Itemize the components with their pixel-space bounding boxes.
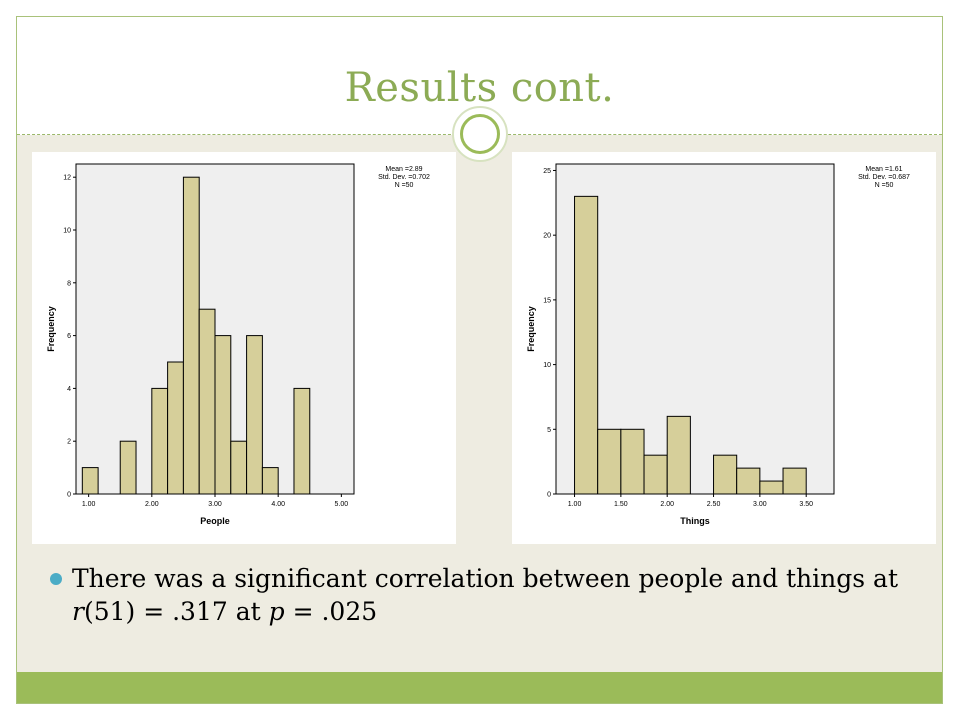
slide-title: Results cont. (344, 65, 615, 111)
stats-line: Mean =1.61 (865, 166, 902, 173)
people-histogram: 0 2 4 6 8 10 12 1.00 2.00 3.00 4.00 5.00 People Frequ… (46, 163, 430, 526)
x-tick-label: 4.00 (271, 501, 285, 508)
bullet-text: There was a significant correlation betw… (72, 562, 912, 628)
people-histogram-panel: 0 2 4 6 8 10 12 1.00 2.00 3.00 4.00 5.00 People Frequ… (32, 152, 456, 544)
histogram-bar (713, 454, 738, 495)
histogram-bar (759, 480, 784, 495)
histogram-bar (214, 335, 232, 495)
histogram-bar (167, 361, 184, 495)
y-tick-label: 0 (547, 492, 551, 499)
stats-line: Std. Dev. =0.702 (378, 174, 430, 181)
x-tick-label: 3.00 (753, 501, 767, 508)
y-tick-label: 5 (547, 427, 551, 434)
x-tick-label: 3.00 (208, 501, 222, 508)
x-tick-label: 1.50 (614, 501, 628, 508)
histogram-bar (643, 454, 668, 495)
stats-line: Std. Dev. =0.687 (858, 174, 910, 181)
y-tick-label: 0 (67, 492, 71, 499)
things-histogram: 0 5 10 15 20 25 1.00 1.50 2.00 2.50 3.00 3.50 Things… (526, 163, 910, 526)
x-tick-label: 1.00 (568, 501, 582, 508)
bullet-middle: (51) = .317 at (83, 597, 269, 626)
histogram-bar (81, 467, 99, 495)
r-letter: r (72, 597, 84, 626)
y-axis-label: Frequency (46, 306, 56, 352)
histogram-bar (293, 387, 311, 495)
x-tick-label: 3.50 (799, 501, 813, 508)
x-tick-label: 2.00 (145, 501, 159, 508)
histogram-bar (574, 195, 599, 495)
stats-line: N =50 (875, 182, 894, 189)
y-tick-label: 15 (543, 297, 551, 304)
bullet-dot-icon (50, 573, 62, 585)
bullet-suffix: = .025 (284, 597, 378, 626)
x-tick-label: 1.00 (82, 501, 96, 508)
bottom-accent-bar (17, 672, 942, 703)
stats-line: Mean =2.89 (385, 166, 422, 173)
y-tick-label: 8 (67, 280, 71, 287)
y-tick-label: 20 (543, 233, 551, 240)
histogram-bar (230, 440, 248, 495)
histogram-bar (182, 176, 200, 495)
x-axis-label: Things (680, 516, 710, 526)
y-tick-label: 10 (63, 228, 71, 235)
y-axis-label: Frequency (526, 306, 536, 352)
slide-frame (16, 16, 943, 704)
ornament-ring (460, 114, 500, 154)
p-letter: p (268, 597, 285, 626)
y-tick-label: 25 (543, 168, 551, 175)
histogram-bar (198, 308, 216, 495)
histogram-bar (246, 335, 263, 495)
histogram-bar (119, 440, 137, 495)
x-tick-label: 5.00 (335, 501, 349, 508)
histogram-bar (620, 428, 645, 495)
histogram-bar (666, 415, 691, 495)
circle-ornament-icon (452, 106, 508, 162)
y-tick-label: 2 (67, 439, 71, 446)
histogram-bar (151, 387, 169, 495)
stats-line: N =50 (395, 182, 414, 189)
histogram-bar (782, 467, 807, 495)
bullet-prefix: There was a significant correlation betw… (72, 564, 898, 593)
histogram-bar (597, 428, 622, 495)
y-tick-label: 10 (543, 362, 551, 369)
x-axis-label: People (200, 516, 230, 526)
histogram-bar (736, 467, 761, 495)
things-histogram-panel: 0 5 10 15 20 25 1.00 1.50 2.00 2.50 3.00 3.50 Things… (512, 152, 936, 544)
y-tick-label: 4 (67, 386, 71, 393)
histogram-bar (261, 467, 279, 495)
y-tick-label: 12 (63, 175, 71, 182)
x-tick-label: 2.00 (660, 501, 674, 508)
y-tick-label: 6 (67, 333, 71, 340)
x-tick-label: 2.50 (707, 501, 721, 508)
